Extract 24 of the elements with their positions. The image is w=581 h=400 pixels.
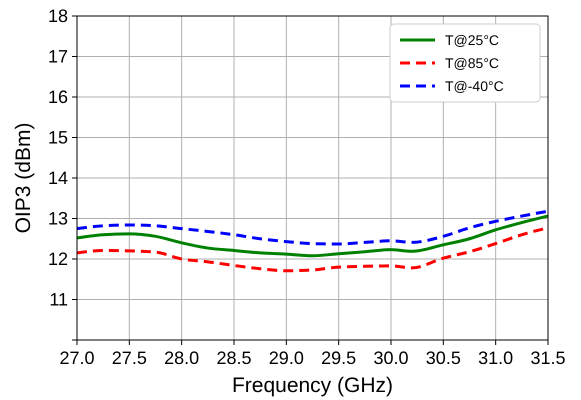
y-tick-label: 16 <box>48 87 68 107</box>
y-tick-label: 13 <box>48 208 68 228</box>
legend-label: T@85°C <box>445 55 500 71</box>
x-tick-label: 28.0 <box>164 348 200 368</box>
legend-label: T@-40°C <box>445 78 504 94</box>
x-tick-label: 31.0 <box>478 348 514 368</box>
x-tick-label: 27.5 <box>112 348 147 368</box>
x-tick-label: 28.5 <box>216 348 252 368</box>
y-tick-label: 18 <box>48 6 68 26</box>
y-tick-label: 12 <box>48 249 68 269</box>
x-tick-label: 27.0 <box>59 348 95 368</box>
y-tick-label: 15 <box>48 128 68 148</box>
x-tick-label: 29.5 <box>321 348 356 368</box>
y-tick-label: 11 <box>49 290 68 310</box>
x-tick-label: 30.5 <box>426 348 461 368</box>
y-axis-title: OIP3 (dBm) <box>12 122 35 234</box>
line-series <box>76 214 550 258</box>
x-tick-label: 31.5 <box>530 348 566 368</box>
x-axis-title: Frequency (GHz) <box>232 374 394 397</box>
x-tick-label: 30.0 <box>373 348 409 368</box>
y-tick-label: 14 <box>48 168 68 188</box>
legend-label: T@25°C <box>445 32 500 48</box>
y-tick-label: 17 <box>48 46 68 66</box>
x-tick-label: 29.0 <box>268 348 304 368</box>
